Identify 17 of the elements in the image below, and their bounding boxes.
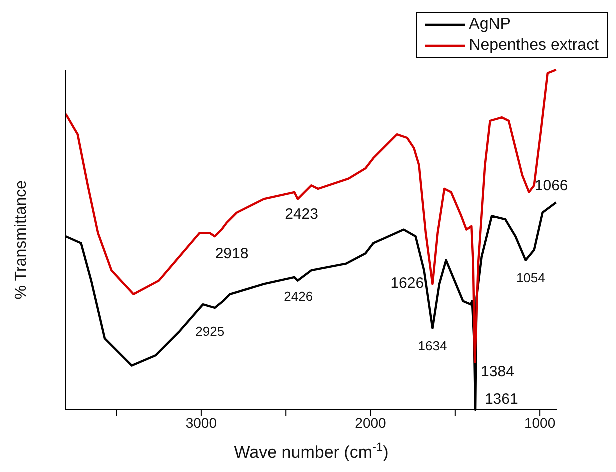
annotation: 1361 [484,391,518,408]
y-axis-title: % Transmittance [13,180,30,300]
annotation: 1626 [390,275,424,292]
x-tick-label: 2000 [355,414,387,431]
annotation: 2426 [284,288,314,304]
legend-label: Nepenthes extract [469,36,599,56]
annotation: 1634 [418,338,448,354]
annotation: 2423 [285,206,319,224]
annotation: 1054 [516,270,546,286]
x-tick-label: 3000 [186,414,218,431]
annotation: 2918 [215,246,249,263]
x-axis-title: Wave number (cm$^{-1}$) [234,440,389,462]
legend-label: AgNP [469,15,511,35]
annotation: 1066 [534,177,568,194]
x-tick-label: 1000 [524,414,556,431]
annotation: 2925 [196,324,225,339]
annotation: 1384 [481,363,514,380]
